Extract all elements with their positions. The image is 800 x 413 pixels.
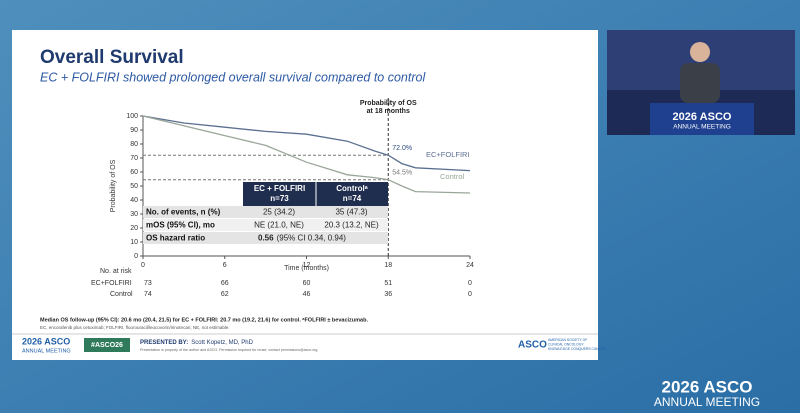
- x-axis-label: Time (months): [284, 265, 329, 272]
- podium: [650, 103, 754, 135]
- footnote: Median OS follow-up (95% CI): 20.6 mo (2…: [40, 317, 368, 323]
- at-risk-count: 0: [468, 280, 472, 287]
- presenter: Scott Kopetz, MD, PhD: [191, 340, 253, 346]
- table-header-text: n=73: [270, 194, 289, 203]
- at-risk-count: 73: [144, 280, 152, 287]
- table-cell: NE (21.0, NE): [254, 221, 304, 230]
- at-risk-label: EC+FOLFIRI: [91, 280, 132, 287]
- y-tick-label: 60: [130, 169, 138, 176]
- table-header-text: EC + FOLFIRI: [254, 184, 305, 193]
- x-tick-label: 18: [384, 262, 392, 269]
- footer-logo: 2026 ASCO: [22, 336, 70, 346]
- footer-logo-sub: ANNUAL MEETING: [22, 348, 71, 354]
- corner-logo: 2026 ASCO: [661, 377, 752, 396]
- y-tick-label: 50: [130, 183, 138, 190]
- y-tick-label: 90: [130, 127, 138, 134]
- y-tick-label: 80: [130, 141, 138, 148]
- reference-label: 54.5%: [392, 170, 412, 177]
- at-risk-count: 74: [144, 291, 152, 298]
- slide-subtitle: EC + FOLFIRI showed prolonged overall su…: [40, 70, 426, 84]
- y-tick-label: 30: [130, 211, 138, 218]
- y-tick-label: 0: [134, 253, 138, 260]
- hazard-ci: (95% CI 0.34, 0.94): [277, 234, 347, 243]
- table-cell: 25 (34.2): [263, 208, 295, 217]
- speaker-head: [690, 42, 710, 62]
- presented-by-label: PRESENTED BY:: [140, 340, 188, 346]
- footnote: EC, encorafenib plus cetuximab; FOLFIRI,…: [40, 325, 230, 330]
- y-tick-label: 40: [130, 197, 138, 204]
- reference-title: Probability of OS: [360, 100, 417, 107]
- hazard-ratio: 0.56: [258, 234, 274, 243]
- table-header-text: n=74: [343, 194, 362, 203]
- x-tick-label: 6: [223, 262, 227, 269]
- reference-label: 72.0%: [392, 145, 412, 152]
- presented-by: PRESENTED BY: Scott Kopetz, MD, PhD: [140, 340, 254, 346]
- x-tick-label: 12: [303, 262, 311, 269]
- table-row-label: No. of events, n (%): [146, 208, 221, 217]
- legend-label: EC+FOLFIRI: [426, 150, 470, 159]
- y-axis-label: Probability of OS: [110, 159, 117, 212]
- table-row-label: mOS (95% CI), mo: [146, 221, 215, 230]
- at-risk-count: 36: [384, 291, 392, 298]
- legend-label: Control: [440, 172, 465, 181]
- asco-tag: AMERICAN SOCIETY OF: [548, 338, 587, 342]
- y-tick-label: 20: [130, 225, 138, 232]
- slide-title: Overall Survival: [40, 47, 184, 68]
- asco-tag: KNOWLEDGE CONQUERS CANCER: [548, 347, 606, 351]
- hashtag-badge: [84, 338, 130, 352]
- table-header-text: Controlᵃ: [336, 184, 367, 193]
- at-risk-count: 66: [221, 280, 229, 287]
- at-risk-label: Control: [110, 291, 133, 298]
- reference-title: at 18 months: [367, 108, 410, 115]
- table-cell: 20.3 (13.2, NE): [324, 221, 379, 230]
- notice: Presentation is property of the author a…: [140, 348, 318, 352]
- table-row: [143, 219, 388, 231]
- at-risk-title: No. at risk: [100, 268, 132, 275]
- table-cell: 35 (47.3): [335, 208, 367, 217]
- speaker-body: [680, 63, 720, 103]
- table-row: [143, 232, 388, 244]
- hashtag: #ASCO26: [91, 342, 123, 349]
- x-tick-label: 0: [141, 262, 145, 269]
- x-tick-label: 24: [466, 262, 474, 269]
- y-tick-label: 10: [130, 239, 138, 246]
- at-risk-count: 51: [384, 280, 392, 287]
- table-row-label: OS hazard ratio: [146, 234, 205, 243]
- asco-tag: CLINICAL ONCOLOGY: [548, 342, 584, 346]
- at-risk-count: 62: [221, 291, 229, 298]
- at-risk-count: 0: [468, 291, 472, 298]
- at-risk-count: 46: [303, 291, 311, 298]
- table-row: [143, 206, 388, 218]
- y-tick-label: 70: [130, 155, 138, 162]
- podium-text: ANNUAL MEETING: [673, 124, 731, 131]
- corner-logo: ANNUAL MEETING: [654, 395, 760, 409]
- table-cell: 0.56 (95% CI 0.34, 0.94): [258, 234, 346, 243]
- at-risk-count: 60: [303, 280, 311, 287]
- km-curve: [142, 115, 471, 172]
- km-curve: [142, 115, 471, 194]
- asco-logo: ASCO: [518, 340, 547, 351]
- y-tick-label: 100: [126, 113, 138, 120]
- podium-text: 2026 ASCO: [673, 111, 732, 123]
